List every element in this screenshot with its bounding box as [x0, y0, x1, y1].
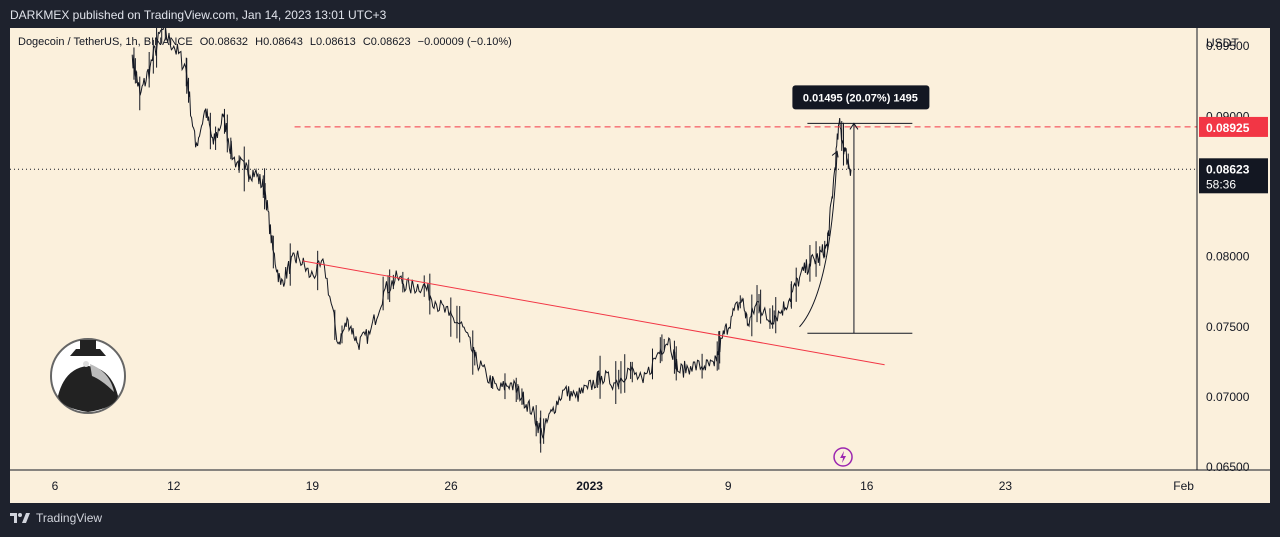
time-tick-label: 16 [860, 479, 874, 493]
last-price-label: 0.08623 [1206, 162, 1250, 176]
lightning-bolt-icon [840, 451, 847, 463]
time-tick-label: 26 [444, 479, 458, 493]
publish-info: DARKMEX published on TradingView.com, Ja… [10, 8, 387, 22]
price-tick-label: 0.09500 [1206, 39, 1250, 53]
price-series-layer [131, 28, 852, 453]
price-tick-label: 0.07000 [1206, 390, 1250, 404]
measure-label-box [792, 85, 930, 110]
tradingview-footer[interactable]: TradingView [10, 511, 102, 525]
time-tick-label: 2023 [576, 479, 603, 493]
symbol-name[interactable]: Dogecoin / TetherUS, 1h, BINANCE [18, 36, 193, 48]
time-tick-label: 9 [725, 479, 732, 493]
alert-price-tag [1199, 116, 1268, 137]
time-tick-label: 23 [999, 479, 1013, 493]
descending-trendline [302, 260, 885, 366]
measure-arrow-head [849, 122, 859, 130]
price-tick-label: 0.06500 [1206, 460, 1250, 474]
avatar-beak-mask [90, 364, 114, 392]
avatar-eye [83, 361, 89, 367]
time-tick-label: Feb [1173, 479, 1194, 493]
time-axis[interactable]: 6 12 19 26 2023 9 16 23 Feb [10, 469, 1270, 493]
tradingview-brand: TradingView [36, 511, 103, 525]
ohlc-low: L0.08613 [309, 36, 356, 48]
measure-label: 0.01495 (20.07%) 1495 [803, 92, 918, 104]
time-tick-label: 19 [306, 479, 320, 493]
author-avatar[interactable] [50, 338, 126, 414]
countdown-label: 58:36 [1206, 177, 1236, 191]
ohlc-open: O0.08632 [199, 36, 249, 48]
price-axis[interactable]: USDT0.065000.070000.075000.080000.090000… [1196, 28, 1250, 474]
ohlc-high: H0.08643 [255, 36, 303, 48]
alert-price-label: 0.08925 [1206, 121, 1250, 135]
curved-arrow [799, 151, 838, 328]
curved-arrow-head [831, 150, 839, 158]
chart-panel[interactable]: 0.01495 (20.07%) 1495 USDT 0.06500 0.07000… [10, 28, 1270, 503]
time-tick-label: 6 [52, 479, 59, 493]
price-tick-label: 0.07500 [1206, 320, 1250, 334]
tradingview-logo-icon [10, 513, 30, 523]
drawings-layer: 0.01495 (20.07%) 1495 [10, 85, 1197, 467]
avatar-hat-brim [70, 349, 106, 356]
avatar-hat-top [80, 340, 96, 350]
price-tick-label: 0.08000 [1206, 250, 1250, 264]
price-change: −0.00009 (−0.10%) [417, 36, 512, 48]
price-series-line [131, 28, 852, 439]
publish-header: DARKMEX published on TradingView.com, Ja… [0, 0, 1280, 28]
currency-label: USDT [1206, 36, 1239, 50]
time-tick-label: 12 [167, 479, 181, 493]
ohlc-close: C0.08623 [362, 36, 411, 48]
event-lightning-icon [833, 447, 853, 467]
last-price-tag [1199, 158, 1268, 194]
price-chart[interactable]: 0.01495 (20.07%) 1495 USDT 0.06500 0.07000… [10, 28, 1270, 503]
symbol-legend: Dogecoin / TetherUS, 1h, BINANCE O0.0863… [18, 36, 516, 48]
